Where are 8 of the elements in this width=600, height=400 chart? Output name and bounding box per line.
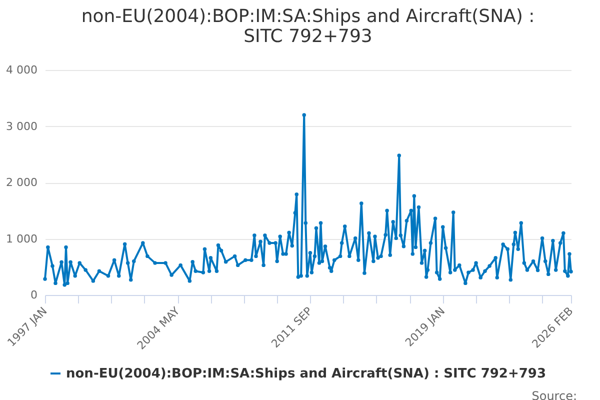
legend-label: non-EU(2004):BOP:IM:SA:Ships and Aircraft(SNA) : SITC 792+793 [66, 366, 546, 382]
y-tick-label: 0 [30, 288, 38, 302]
chart-title: non-EU(2004):BOP:IM:SA:Ships and Aircraft(SNA) : SITC 792+793 [81, 6, 535, 47]
y-tick-label: 4 000 [6, 64, 38, 76]
y-tick-label: 1 000 [6, 232, 38, 246]
y-tick-label: 3 000 [6, 120, 38, 133]
source-note: Source: [532, 389, 577, 400]
y-tick-label: 2 000 [6, 176, 38, 189]
